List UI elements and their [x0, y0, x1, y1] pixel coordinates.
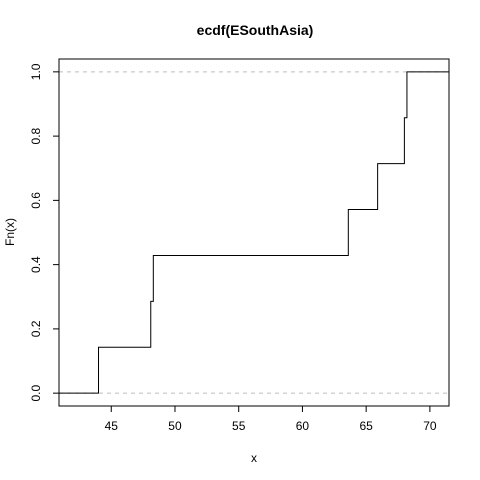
x-axis-label: x — [251, 451, 257, 465]
x-tick-label-45: 45 — [105, 419, 119, 433]
x-tick-label-70: 70 — [423, 419, 437, 433]
x-tick-label-60: 60 — [296, 419, 310, 433]
chart-title: ecdf(ESouthAsia) — [197, 22, 314, 38]
plot-frame — [58, 58, 450, 407]
y-tick-label-5: 1.0 — [29, 63, 43, 80]
y-tick-label-2: 0.4 — [29, 256, 43, 273]
y-tick-label-3: 0.6 — [29, 192, 43, 209]
ecdf-step-line — [59, 71, 449, 394]
ecdf-step-series — [59, 71, 449, 394]
y-tick-label-0: 0.0 — [29, 384, 43, 401]
reference-lines — [59, 71, 449, 394]
y-axis: 0.0 0.2 0.4 0.6 0.8 1.0 — [29, 63, 59, 401]
y-tick-label-4: 0.8 — [29, 127, 43, 144]
x-tick-label-55: 55 — [232, 419, 246, 433]
x-axis: 45 50 55 60 65 70 — [105, 406, 437, 433]
x-tick-label-50: 50 — [168, 419, 182, 433]
y-axis-label: Fn(x) — [3, 218, 17, 246]
x-tick-label-65: 65 — [359, 419, 373, 433]
y-tick-label-1: 0.2 — [29, 320, 43, 337]
